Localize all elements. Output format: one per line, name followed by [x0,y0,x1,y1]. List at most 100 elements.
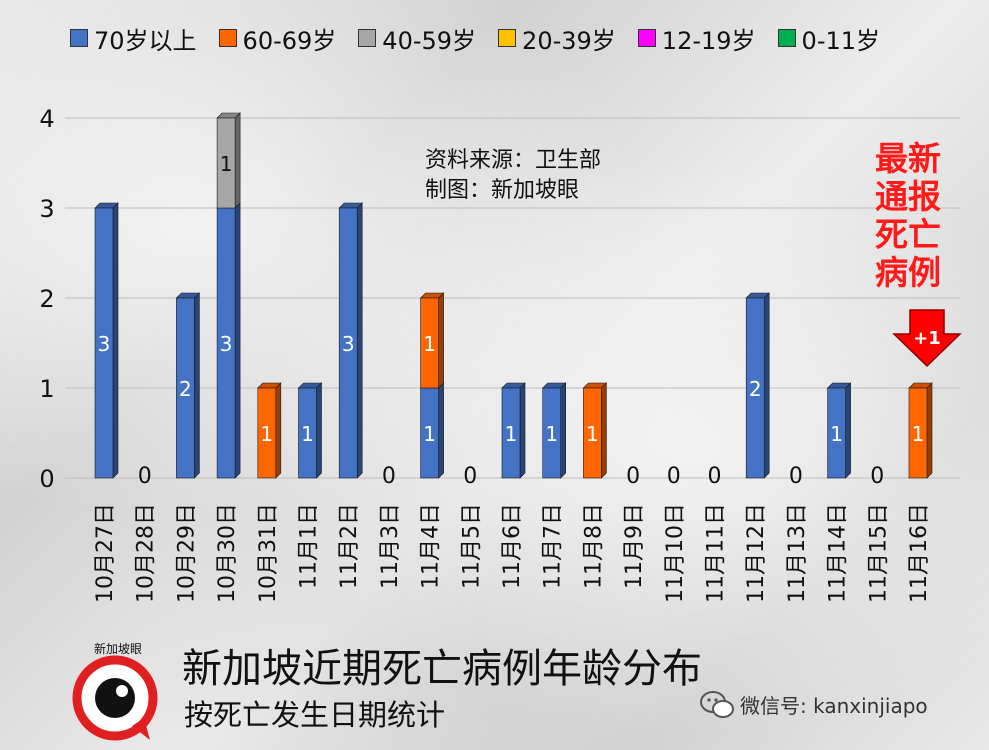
notice-line-2: 通报 [875,177,941,216]
bar-segment: 2 [745,292,770,479]
bar-value-label: 1 [505,422,518,446]
legend-item: 40-59岁 [358,21,476,56]
y-tick-label: 1 [39,375,54,403]
bar-side [763,292,770,479]
x-tick-label: 11月6日 [500,503,525,589]
legend-item: 20-39岁 [498,21,616,56]
bar-segment: 1 [826,382,852,479]
x-tick-label: 11月16日 [907,503,932,603]
bar-value-label: 1 [260,422,273,446]
bar-segment: 1 [541,382,567,479]
bar-value-label: 1 [545,422,558,446]
bar-value-label: 1 [586,422,599,446]
legend-label: 40-59岁 [382,26,477,55]
bar-front [94,207,114,479]
bar-segment: 3 [338,202,363,479]
bar-segment: 1 [908,382,933,479]
bar-front [257,387,277,479]
bar-front [176,297,195,479]
notice-line-4: 病例 [875,253,941,292]
bar-value-label: 1 [423,332,436,356]
legend-swatch [358,29,377,47]
bar-front [583,387,602,479]
bar-front [298,387,317,479]
bar-side [275,382,282,479]
bar-value-label: 3 [220,332,233,356]
bar-value-label: 0 [870,464,884,489]
bar-side [438,382,444,479]
bar-side [926,382,933,479]
bar-segment: 1 [419,292,445,389]
legend-label: 70岁以上 [94,26,197,55]
y-tick-label: 0 [39,465,54,493]
x-tick-label: 11月10日 [663,503,688,603]
bar-segment: 1 [216,112,241,209]
legend-swatch [498,29,517,47]
bar-segment: 3 [94,202,119,479]
wechat-account: 微信号: kanxinjiapo [700,690,928,719]
bar-side [194,292,200,479]
bar-value-label: 1 [301,422,314,446]
bar-front [745,297,765,479]
bar-side [356,202,363,479]
bar-value-label: 0 [708,464,722,489]
legend-swatch [777,29,796,47]
x-tick-label: 10月28日 [134,503,159,603]
x-tick-label: 11月12日 [744,503,769,603]
bar-value-label: 2 [179,377,192,401]
legend-label: 20-39岁 [522,26,616,55]
x-tick-label: 10月30日 [215,503,240,603]
bar-front [908,387,928,479]
bar-front [216,117,236,209]
bar-side [234,202,241,479]
bar-front [420,297,439,389]
bar-front [338,207,358,479]
x-tick-label: 11月1日 [297,503,322,589]
down-arrow-icon [892,309,962,368]
bar-value-label: 3 [342,332,355,356]
bar-value-label: 1 [912,422,925,446]
source-line-1: 资料来源：卫生部 [425,148,602,173]
bar-side [519,382,526,479]
wechat-id: 微信号: kanxinjiapo [740,694,928,718]
bar-value-label: 1 [423,422,436,446]
bar-segment: 1 [297,382,323,479]
bar-side [601,382,607,479]
x-tick-label: 10月27日 [93,503,118,603]
notice-line-3: 死亡 [875,215,941,254]
y-tick-label: 3 [39,195,54,223]
bar-segment: 1 [257,382,282,479]
bar-front [501,387,521,479]
x-tick-label: 11月5日 [459,503,484,589]
legend-label: 12-19岁 [661,26,756,55]
bar-side [234,112,241,209]
x-tick-label: 11月4日 [419,503,444,589]
y-tick-label: 2 [39,285,54,313]
x-tick-label: 11月15日 [866,503,891,603]
bar-value-label: 0 [789,464,803,489]
logo-text: 新加坡眼 [93,642,142,656]
x-tick-label: 11月7日 [541,503,566,589]
chart-subtitle: 按死亡发生日期统计 [184,698,446,732]
bar-side [560,382,567,479]
x-tick-label: 11月9日 [622,503,647,589]
bar-value-label: 0 [667,464,681,489]
x-tick-label: 10月31日 [256,503,281,603]
bar-front [542,387,562,479]
bar-value-label: 2 [749,377,762,401]
x-tick-label: 10月29日 [174,503,199,603]
bar-segment: 2 [175,292,201,479]
bar-side [112,202,119,479]
bar-value-label: 0 [626,464,640,489]
legend-label: 0-11岁 [801,26,881,55]
bar-side [316,382,322,479]
wechat-icon [700,690,734,718]
bar-value-label: 0 [463,464,477,489]
bar-value-label: 1 [830,422,843,446]
bar-side [438,292,444,389]
logo-icon [72,655,158,741]
bar-segment: 3 [216,202,241,479]
x-tick-label: 11月14日 [826,503,851,603]
legend-label: 60-69岁 [242,26,337,55]
